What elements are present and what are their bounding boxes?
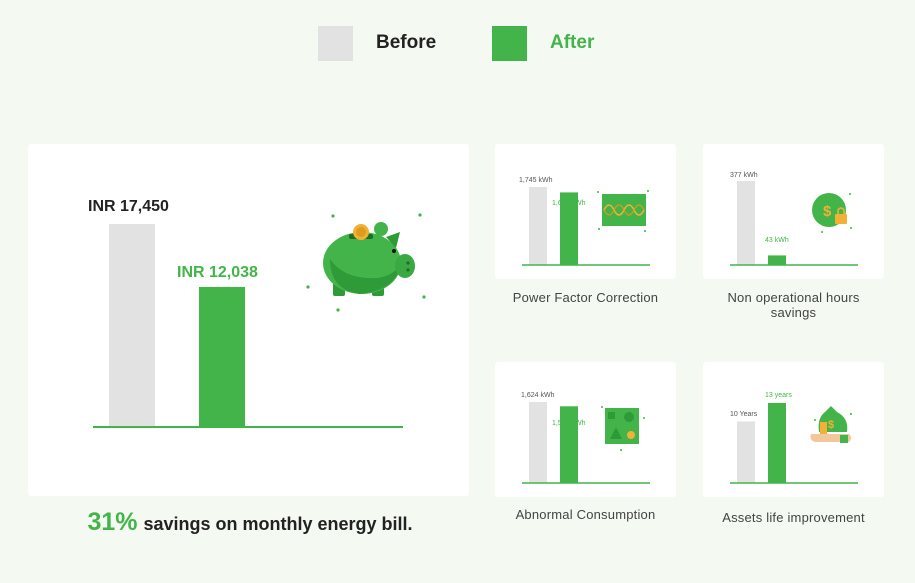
- main-chart-card: INR 17,450 INR 12,038: [28, 144, 469, 496]
- dollar-lock-icon: $: [812, 193, 852, 233]
- legend: Before After: [0, 26, 915, 62]
- no-label-after: 43 kWh: [765, 237, 789, 244]
- ac-bar-before: [529, 402, 547, 483]
- main-bar-before: [109, 224, 155, 427]
- abnormal-consumption-svg: 1,624 kWh 1,538 kWh: [521, 392, 650, 484]
- power-factor-svg: 1,745 kWh 1,624 kWh: [519, 177, 650, 266]
- pf-label-after: 1,624 kWh: [552, 200, 586, 207]
- assets-life-card: 10 Years 13 years $: [703, 362, 884, 497]
- legend-after-label: After: [550, 32, 595, 53]
- no-label-before: 377 kWh: [730, 172, 758, 179]
- non-operational-caption: Non operational hours savings: [727, 290, 860, 320]
- waveform-monitor-icon: [597, 190, 649, 232]
- no-bar-after: [768, 255, 786, 265]
- main-bar-after: [199, 286, 245, 427]
- no-bar-before: [737, 181, 755, 265]
- non-operational-card: 377 kWh 43 kWh $: [703, 144, 884, 279]
- savings-statement: 31% savings on monthly energy bill.: [0, 508, 500, 537]
- money-bag-hand-icon: $: [810, 406, 852, 443]
- al-bar-after: [768, 403, 786, 483]
- ac-label-before: 1,624 kWh: [521, 392, 555, 399]
- legend-before-swatch: [318, 26, 353, 61]
- svg-text:$: $: [823, 203, 832, 220]
- pf-bar-after: [560, 192, 578, 265]
- pf-label-before: 1,745 kWh: [519, 177, 553, 184]
- al-label-before: 10 Years: [730, 411, 758, 418]
- power-factor-card: 1,745 kWh 1,624 kWh: [495, 144, 676, 279]
- ac-label-after: 1,538 kWh: [552, 420, 586, 427]
- savings-percent: 31%: [87, 508, 138, 536]
- power-factor-caption: Power Factor Correction: [512, 290, 659, 305]
- svg-text:$: $: [828, 419, 834, 431]
- main-label-before: INR 17,450: [88, 198, 169, 215]
- shapes-board-icon: [601, 406, 645, 451]
- abnormal-consumption-card: 1,624 kWh 1,538 kWh: [495, 362, 676, 497]
- legend-after-swatch: [492, 26, 527, 61]
- main-label-after: INR 12,038: [177, 264, 258, 281]
- savings-text: savings on monthly energy bill.: [143, 514, 413, 534]
- al-bar-before: [737, 421, 755, 483]
- assets-life-caption: Assets life improvement: [722, 510, 865, 525]
- assets-life-svg: 10 Years 13 years $: [730, 392, 858, 484]
- pf-bar-before: [529, 187, 547, 265]
- abnormal-consumption-caption: Abnormal Consumption: [515, 507, 656, 522]
- legend-before-label: Before: [376, 32, 437, 53]
- main-chart-svg: INR 17,450 INR 12,038: [88, 198, 426, 428]
- non-operational-svg: 377 kWh 43 kWh $: [730, 172, 858, 266]
- ac-bar-after: [560, 406, 578, 483]
- al-label-after: 13 years: [765, 392, 792, 399]
- piggy-bank-icon: [306, 213, 426, 312]
